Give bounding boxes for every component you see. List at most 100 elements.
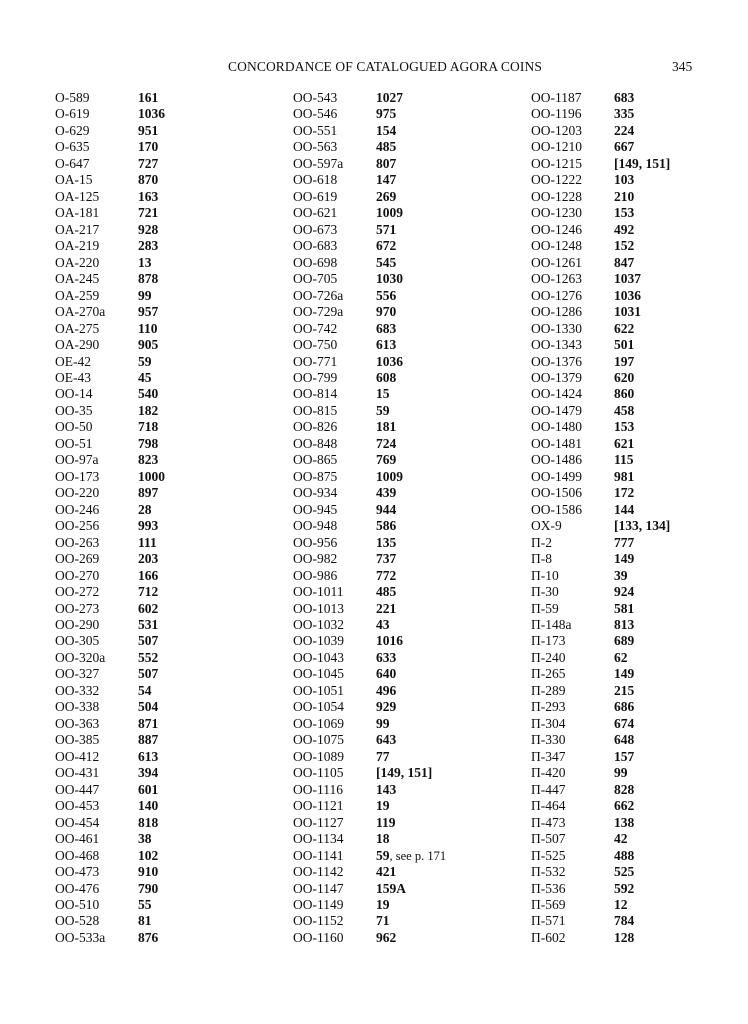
catalogue-number: 613 (138, 749, 158, 765)
catalogue-number: 157 (614, 749, 634, 765)
catalogue-number-value: 970 (376, 304, 397, 320)
catalogue-number-value: 99 (376, 715, 390, 731)
inventory-number: OO-729a (293, 304, 344, 320)
inventory-number: OO-220 (55, 485, 100, 501)
catalogue-number: 818 (138, 815, 158, 831)
catalogue-number-value: 727 (138, 155, 159, 171)
catalogue-number-value: 221 (376, 600, 397, 616)
catalogue-number-value: 28 (138, 501, 152, 517)
catalogue-number: 769 (376, 452, 396, 468)
catalogue-number: 1016 (376, 633, 403, 649)
inventory-number: OO-1196 (531, 106, 582, 122)
catalogue-number: [133, 134] (614, 518, 670, 534)
catalogue-number-value: 157 (614, 748, 635, 764)
catalogue-number: 197 (614, 354, 634, 370)
inventory-number: Π-447 (531, 781, 566, 797)
catalogue-number-value: 42 (614, 831, 628, 847)
catalogue-number-value: 501 (614, 337, 635, 353)
catalogue-number-value: 102 (138, 847, 159, 863)
catalogue-number: 128 (614, 930, 634, 946)
inventory-number: OO-431 (55, 765, 100, 781)
catalogue-number: 975 (376, 106, 396, 122)
catalogue-number: 283 (138, 238, 158, 254)
inventory-number: OO-742 (293, 320, 338, 336)
catalogue-number-value: 613 (138, 748, 159, 764)
catalogue-number: 871 (138, 716, 158, 732)
inventory-number: OO-815 (293, 402, 338, 418)
catalogue-number-value: 166 (138, 567, 159, 583)
catalogue-number: 99 (614, 765, 628, 781)
catalogue-number: 39 (614, 568, 628, 584)
catalogue-number: 111 (138, 535, 157, 551)
catalogue-number-value: 143 (376, 781, 397, 797)
catalogue-number-value: 571 (376, 221, 397, 237)
inventory-number: OO-1032 (293, 617, 344, 632)
catalogue-number: 683 (614, 90, 634, 106)
inventory-number: OO-290 (55, 617, 100, 632)
inventory-number: OO-1069 (293, 715, 344, 731)
catalogue-number-value: 784 (614, 913, 635, 929)
inventory-number: OO-1480 (531, 419, 582, 435)
inventory-number: OX-9 (531, 518, 562, 534)
catalogue-number: 507 (138, 633, 158, 649)
inventory-number: OO-1075 (293, 732, 344, 748)
inventory-number: OO-476 (55, 880, 100, 896)
inventory-number: OE-43 (55, 369, 91, 385)
catalogue-number: 182 (138, 403, 158, 419)
inventory-number: OO-705 (293, 271, 338, 287)
catalogue-number-value: 876 (138, 929, 159, 945)
catalogue-number-value: 847 (614, 254, 635, 270)
inventory-number: OA-220 (55, 254, 100, 270)
catalogue-number: [149, 151] (614, 156, 670, 172)
catalogue-number-value: [133, 134] (614, 518, 671, 534)
catalogue-number: 496 (376, 683, 396, 699)
catalogue-number: 993 (138, 518, 158, 534)
catalogue-number: 777 (614, 535, 634, 551)
catalogue-number: 556 (376, 288, 396, 304)
inventory-number: OO-1121 (293, 798, 344, 814)
inventory-number: OA-245 (55, 271, 100, 287)
catalogue-number: 154 (376, 123, 396, 139)
catalogue-number-value: 39 (614, 567, 628, 583)
catalogue-number: 662 (614, 798, 634, 814)
catalogue-number-value: 592 (614, 880, 635, 896)
catalogue-number: 929 (376, 699, 396, 715)
inventory-number: OO-1499 (531, 468, 582, 484)
catalogue-number: 683 (376, 321, 396, 337)
catalogue-number: 924 (614, 584, 634, 600)
catalogue-number-value: 77 (376, 748, 390, 764)
catalogue-number-value: [149, 151] (376, 765, 433, 781)
catalogue-number-value: 283 (138, 238, 159, 254)
inventory-number: OO-14 (55, 386, 93, 402)
catalogue-number: 12 (614, 897, 628, 913)
inventory-number: OO-272 (55, 584, 100, 600)
inventory-number: OO-1054 (293, 699, 344, 715)
inventory-number: Π-420 (531, 765, 566, 781)
catalogue-number-value: 110 (138, 320, 158, 336)
catalogue-number-value: 135 (376, 534, 397, 550)
catalogue-number-value: 154 (376, 122, 397, 138)
inventory-number: OO-1127 (293, 814, 344, 830)
catalogue-number-value: 149 (614, 666, 635, 682)
catalogue-number: 19 (376, 798, 390, 814)
catalogue-number-value: 1009 (376, 205, 403, 221)
catalogue-number-value: 1036 (138, 106, 165, 122)
inventory-number: Π-347 (531, 748, 566, 764)
catalogue-number: 944 (376, 502, 396, 518)
inventory-number: OO-533a (55, 929, 106, 945)
catalogue-number: 1000 (138, 469, 165, 485)
catalogue-number: 667 (614, 139, 634, 155)
inventory-number: OO-447 (55, 781, 100, 797)
catalogue-number-value: 19 (376, 798, 390, 814)
inventory-number: OO-1187 (531, 90, 582, 105)
catalogue-number-value: 203 (138, 551, 159, 567)
catalogue-number: 601 (138, 782, 158, 798)
inventory-number: Π-536 (531, 880, 566, 896)
catalogue-number: 1030 (376, 271, 403, 287)
catalogue-number: 394 (138, 765, 158, 781)
catalogue-number: 686 (614, 699, 634, 715)
catalogue-number-value: 149 (614, 551, 635, 567)
inventory-number: OO-1261 (531, 254, 582, 270)
inventory-number: OO-1230 (531, 205, 582, 221)
catalogue-number-value: 140 (138, 798, 159, 814)
